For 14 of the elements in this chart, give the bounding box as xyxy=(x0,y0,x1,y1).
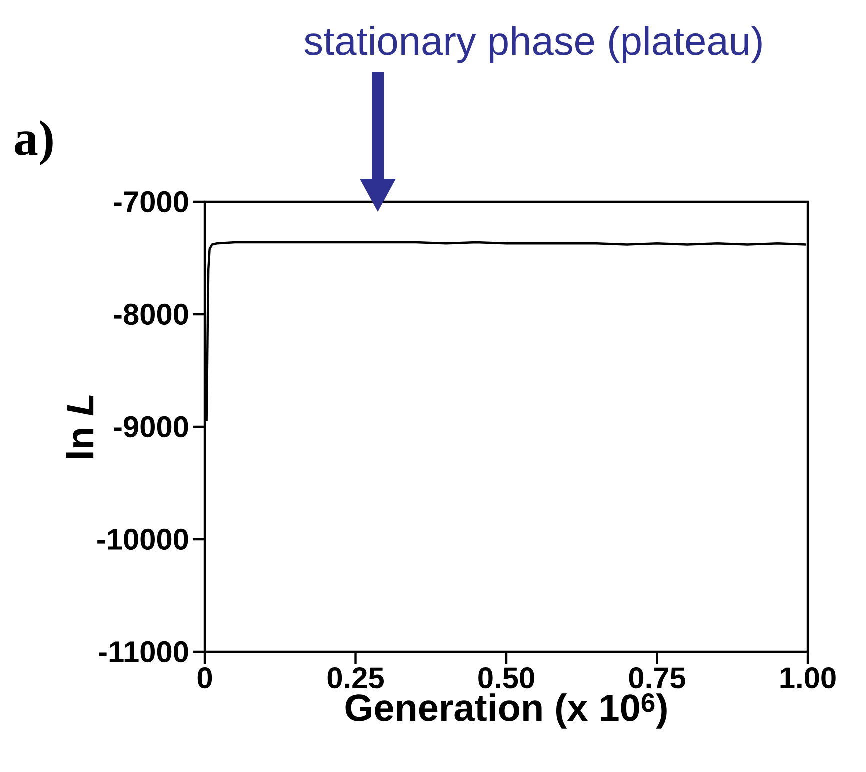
x-tick-label: 0.25 xyxy=(328,668,384,689)
x-tick-label: 0.50 xyxy=(478,668,534,689)
x-axis-title: Generation (x 10$^{6}$) xyxy=(346,694,667,729)
y-tick-label: -9000 xyxy=(114,416,188,438)
x-tick-label: 0.75 xyxy=(629,668,686,689)
x-tick-label: 1.00 xyxy=(780,668,836,689)
y-tick-label: -11000 xyxy=(99,641,188,663)
x-tick-label: 0 xyxy=(198,668,212,689)
y-tick-label: -7000 xyxy=(114,191,188,213)
text: a) xyxy=(15,120,53,166)
y-tick-label: -10000 xyxy=(98,528,188,550)
y-tick-label: -8000 xyxy=(114,304,188,326)
text: stationary phase (plateau) xyxy=(304,26,762,64)
y-axis-title: ln L xyxy=(66,396,94,458)
